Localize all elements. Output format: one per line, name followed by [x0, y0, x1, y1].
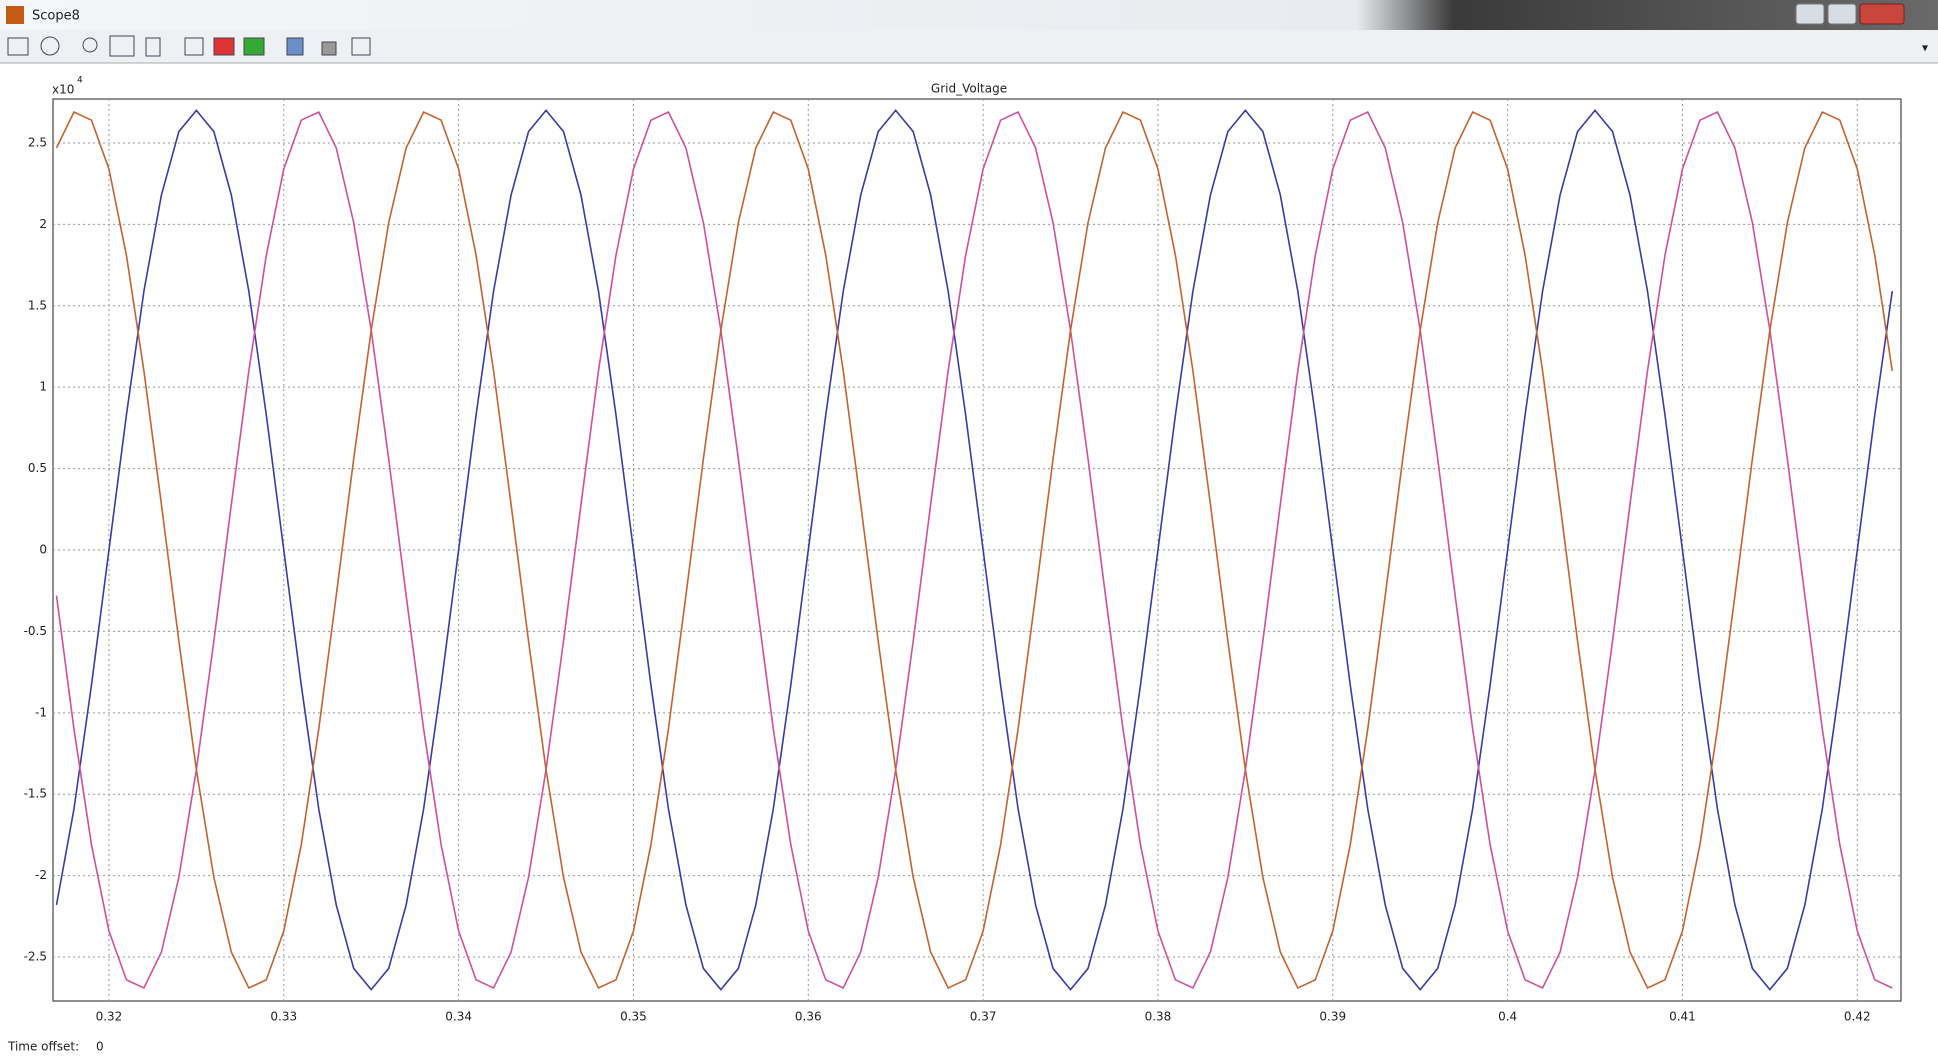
x-tick-label: 0.36: [795, 1010, 822, 1024]
zoom-x-button[interactable]: [109, 35, 135, 57]
x-tick-label: 0.34: [445, 1010, 472, 1024]
chart-title: Grid_Voltage: [931, 82, 1007, 96]
toolbar-overflow-icon[interactable]: ▾: [1922, 41, 1928, 55]
minimize-button[interactable]: [1795, 3, 1825, 25]
x-tick-label: 0.4: [1498, 1010, 1517, 1024]
y-tick-label: -1: [35, 705, 47, 719]
plot-lines: [55, 109, 1894, 991]
y-tick-label: -0.5: [24, 624, 47, 638]
y-tick-label: -2: [35, 868, 47, 882]
voltage-line: [55, 109, 1894, 991]
y-tick-label: 1.5: [28, 298, 47, 312]
x-tick-label: 0.42: [1844, 1010, 1871, 1024]
x-tick-label: 0.32: [96, 1010, 123, 1024]
title-bar: [0, 0, 1938, 30]
params-button[interactable]: [40, 36, 60, 56]
time-offset-value: 0: [96, 1040, 104, 1054]
x-tick-label: 0.39: [1319, 1010, 1346, 1024]
window-title: Scope8: [32, 9, 80, 24]
voltage-line: [55, 110, 1894, 990]
y-tick-label: -1.5: [24, 787, 47, 801]
print-button[interactable]: [7, 37, 29, 56]
y-tick-label: -2.5: [24, 950, 47, 964]
x-tick-label: 0.37: [970, 1010, 997, 1024]
restore-axes-button[interactable]: [243, 37, 265, 56]
time-offset-label: Time offset:: [7, 1040, 79, 1054]
zoom-button[interactable]: [82, 37, 98, 53]
y-tick-label: 2: [39, 217, 47, 231]
y-tick-label: 2.5: [28, 135, 47, 149]
save-axes-button[interactable]: [213, 37, 235, 56]
y-multiplier-exponent: 4: [77, 76, 83, 86]
zoom-y-button[interactable]: [145, 37, 161, 57]
app-icon: [6, 6, 24, 24]
y-multiplier-base: x10: [52, 83, 74, 97]
x-tick-label: 0.35: [620, 1010, 647, 1024]
lock-button[interactable]: [321, 41, 337, 56]
y-tick-label: 0: [39, 543, 47, 557]
floating-button[interactable]: [286, 37, 304, 56]
y-tick-label: 0.5: [28, 461, 47, 475]
x-tick-label: 0.41: [1669, 1010, 1696, 1024]
close-button[interactable]: [1859, 3, 1905, 25]
x-tick-label: 0.33: [270, 1010, 297, 1024]
voltage-line: [55, 110, 1893, 990]
maximize-button[interactable]: [1827, 3, 1857, 25]
x-tick-label: 0.38: [1145, 1010, 1172, 1024]
signal-button[interactable]: [351, 37, 371, 56]
y-tick-label: 1: [39, 380, 47, 394]
autoscale-button[interactable]: [184, 37, 204, 56]
toolbar-icons: [7, 35, 371, 57]
